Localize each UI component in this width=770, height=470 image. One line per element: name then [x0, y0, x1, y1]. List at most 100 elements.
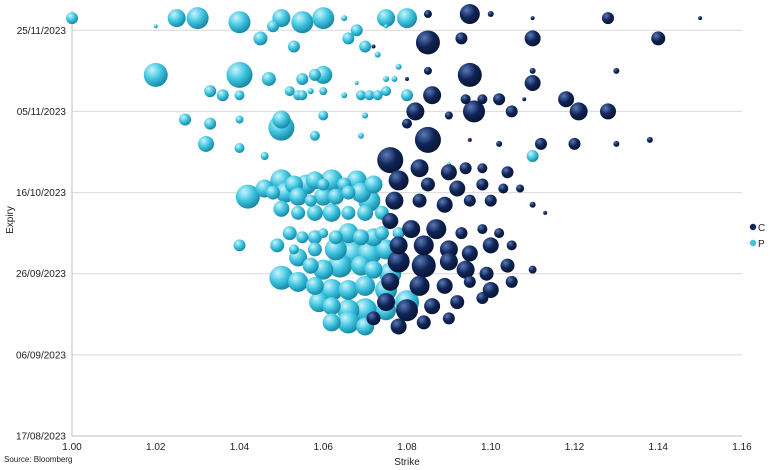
put-bubble — [341, 185, 356, 200]
call-bubble — [530, 16, 535, 21]
y-tick-label: 06/09/2023 — [16, 350, 66, 361]
x-tick-label: 1.16 — [732, 442, 752, 453]
put-bubble — [288, 271, 309, 292]
put-bubble — [288, 244, 299, 255]
put-bubble — [228, 11, 251, 34]
call-bubble — [463, 275, 476, 288]
put-bubble — [322, 313, 341, 332]
put-bubble — [308, 68, 321, 81]
call-bubble — [390, 318, 407, 335]
put-bubble — [391, 75, 398, 82]
put-bubble — [342, 32, 355, 45]
put-bubble — [204, 117, 217, 130]
put-bubble — [66, 12, 78, 25]
call-bubble — [524, 75, 541, 92]
call-bubble — [613, 140, 620, 147]
legend: C P — [749, 223, 765, 250]
put-bubble — [318, 110, 329, 121]
call-bubble — [449, 180, 466, 197]
call-bubble — [460, 94, 471, 105]
call-bubble — [529, 201, 536, 208]
call-bubble — [476, 178, 489, 191]
call-bubble — [543, 210, 548, 215]
call-bubble — [366, 311, 381, 326]
x-axis-title: Strike — [394, 457, 420, 468]
call-bubble — [568, 137, 581, 150]
call-bubble — [411, 253, 436, 278]
x-tick-labels: 1.00 1.02 1.04 1.06 1.08 1.10 1.12 1.14 1.16 — [62, 442, 752, 453]
x-tick-label: 1.02 — [146, 442, 166, 453]
put-bubble — [324, 238, 347, 261]
call-bubble — [388, 170, 409, 191]
put-bubble — [397, 8, 417, 29]
call-bubble — [461, 245, 478, 262]
put-bubble — [384, 24, 389, 29]
put-bubble — [328, 230, 343, 245]
call-bubble — [698, 16, 703, 21]
put-bubble — [341, 205, 356, 220]
x-tick-label: 1.12 — [565, 442, 585, 453]
y-tick-label: 16/10/2023 — [16, 188, 66, 199]
put-bubble — [204, 85, 217, 98]
call-bubble — [477, 94, 488, 105]
legend-label-p: P — [758, 239, 765, 250]
put-bubble — [318, 228, 329, 239]
y-axis-title: Expiry — [5, 206, 16, 234]
call-bubble — [498, 183, 509, 194]
call-bubble — [476, 292, 489, 305]
call-bubble — [436, 277, 453, 294]
put-bubble — [314, 187, 333, 206]
legend-marker-p — [749, 239, 757, 247]
y-tick-label: 26/09/2023 — [16, 269, 66, 280]
x-tick-label: 1.04 — [230, 442, 250, 453]
y-tick-label: 05/11/2023 — [17, 107, 67, 118]
call-bubble — [651, 31, 666, 46]
put-bubble — [322, 297, 341, 316]
put-bubble — [291, 205, 306, 220]
call-bubble — [535, 137, 547, 150]
call-bubble — [423, 66, 432, 75]
call-bubble — [467, 137, 472, 142]
call-bubble — [382, 212, 399, 229]
call-bubble — [402, 220, 421, 239]
put-bubble — [362, 112, 369, 119]
call-bubble — [477, 224, 488, 235]
call-bubble — [424, 298, 441, 315]
put-bubble — [143, 62, 168, 87]
call-bubble — [371, 44, 376, 49]
put-bubble — [234, 90, 245, 101]
legend-label-c: C — [758, 223, 765, 234]
put-bubble — [372, 90, 383, 101]
put-bubble — [322, 203, 341, 222]
put-bubble — [287, 40, 300, 53]
put-bubble — [341, 15, 348, 22]
call-bubble — [387, 250, 410, 273]
put-bubble — [307, 242, 322, 257]
call-bubble — [442, 312, 455, 325]
put-bubble — [317, 178, 330, 191]
source-note: Source: Bloomberg — [4, 455, 73, 464]
call-bubble — [600, 103, 616, 120]
x-tick-label: 1.06 — [314, 442, 334, 453]
put-bubble — [355, 275, 376, 296]
put-bubble — [395, 63, 402, 70]
put-bubble — [357, 204, 374, 221]
call-bubble — [405, 76, 409, 81]
call-bubble — [396, 299, 418, 322]
call-bubble — [381, 272, 400, 291]
call-bubble — [506, 240, 517, 251]
put-bubble — [153, 24, 158, 29]
put-bubble — [364, 90, 375, 101]
call-bubble — [455, 227, 468, 240]
call-bubble — [444, 111, 453, 120]
put-bubble — [253, 31, 268, 46]
call-bubble — [389, 236, 408, 255]
x-tick-label: 1.10 — [481, 442, 501, 453]
put-bubble — [261, 71, 276, 86]
call-bubble — [613, 67, 620, 74]
put-bubble — [312, 7, 335, 30]
put-bubble — [350, 24, 363, 37]
put-bubble — [266, 185, 280, 200]
put-bubble — [282, 226, 297, 241]
